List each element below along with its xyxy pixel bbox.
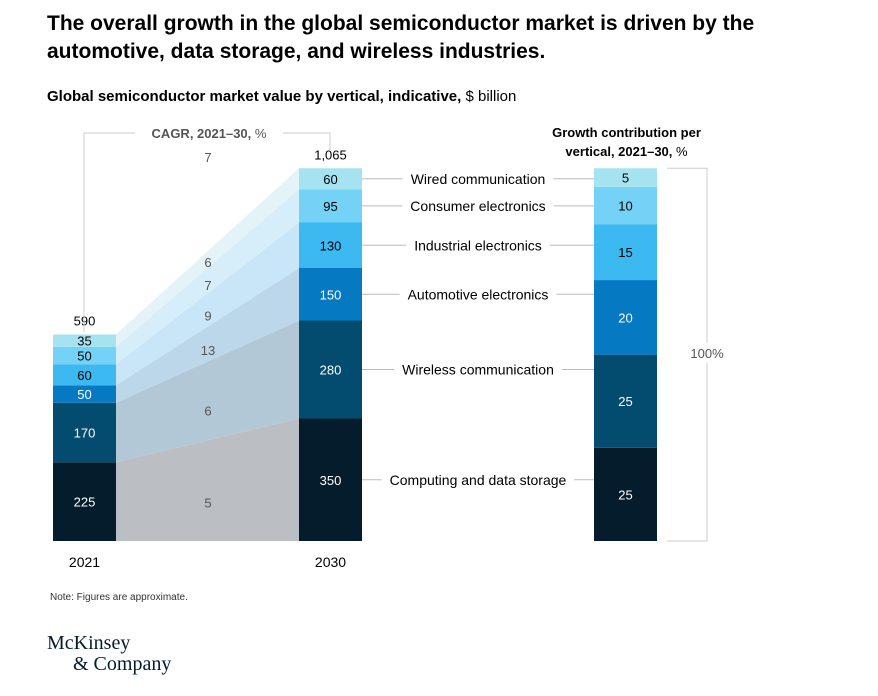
cagr-label-wired-communication: 6 (204, 255, 211, 270)
bar-2021-wired-communication (53, 334, 116, 347)
vertical-label-automotive-electronics: Automotive electronics (408, 286, 549, 302)
value-label-2021-computing-and-data-storage: 225 (74, 495, 96, 510)
subtitle-bold: Global semiconductor market value by ver… (47, 88, 462, 105)
value-label-2030-industrial-electronics: 130 (320, 238, 342, 253)
vertical-label-industrial-electronics: Industrial electronics (414, 237, 542, 253)
vertical-label-computing-and-data-storage: Computing and data storage (390, 472, 567, 488)
bar-2021-wireless-communication (53, 402, 116, 463)
cagr-label-automotive-electronics: 13 (201, 343, 215, 358)
x-label-2021: 2021 (69, 554, 100, 570)
contribution-title-bold: vertical, 2021–30, (565, 144, 676, 159)
x-label-2030: 2030 (315, 554, 346, 570)
value-label-2021-industrial-electronics: 60 (77, 368, 91, 383)
contribution-label-automotive-electronics: 20 (618, 310, 632, 325)
value-label-2021-wired-communication: 35 (77, 334, 91, 349)
contribution-label-consumer-electronics: 10 (618, 199, 632, 214)
growth-area-wireless-communication (116, 320, 299, 463)
value-label-2030-computing-and-data-storage: 350 (320, 473, 342, 488)
bar-2030-consumer-electronics (299, 189, 362, 223)
growth-area-computing-and-data-storage (116, 418, 299, 541)
cagr-label-wireless-communication: 6 (204, 404, 211, 419)
contribution-label-wireless-communication: 25 (618, 394, 632, 409)
value-label-2021-wireless-communication: 170 (74, 426, 96, 441)
bar-2030-wired-communication (299, 168, 362, 190)
bar-2030-wireless-communication (299, 320, 362, 419)
value-label-2030-wireless-communication: 280 (320, 363, 342, 378)
growth-area-industrial-electronics (116, 222, 299, 386)
subtitle-unit: $ billion (465, 88, 517, 105)
contribution-title-line-2: vertical, 2021–30, % (565, 144, 688, 159)
value-label-2030-consumer-electronics: 95 (323, 199, 337, 214)
contribution-bar-computing-and-data-storage (594, 447, 657, 541)
cagr-label-computing-and-data-storage: 5 (204, 496, 211, 511)
cagr-bracket-right (283, 132, 331, 150)
value-label-2021-consumer-electronics: 50 (77, 349, 91, 364)
contribution-title-line-1: Growth contribution per (552, 125, 701, 140)
bar-2030-computing-and-data-storage (299, 418, 362, 541)
growth-area-wired-communication (116, 168, 299, 347)
total-label-2030: 1,065 (314, 147, 347, 162)
contribution-label-computing-and-data-storage: 25 (618, 487, 632, 502)
contribution-bar-wireless-communication (594, 354, 657, 448)
footnote: Note: Figures are approximate. (50, 592, 188, 603)
contribution-title-unit: % (676, 144, 688, 159)
vertical-label-wireless-communication: Wireless communication (402, 362, 554, 378)
contribution-bar-wired-communication (594, 168, 657, 187)
value-label-2021-automotive-electronics: 50 (77, 387, 91, 402)
value-label-2030-automotive-electronics: 150 (320, 287, 342, 302)
cagr-header: CAGR, 2021–30, % (152, 126, 267, 141)
bar-2030-industrial-electronics (299, 222, 362, 268)
contribution-bar-consumer-electronics (594, 186, 657, 225)
vertical-label-consumer-electronics: Consumer electronics (410, 198, 545, 214)
bar-2021-industrial-electronics (53, 364, 116, 386)
contribution-label-industrial-electronics: 15 (618, 245, 632, 260)
vertical-label-wired-communication: Wired communication (411, 171, 546, 187)
contribution-label-wired-communication: 5 (622, 171, 629, 186)
logo-line-2: & Company (73, 653, 172, 675)
cagr-label-industrial-electronics: 9 (204, 309, 211, 324)
growth-area-automotive-electronics (116, 268, 299, 403)
mckinsey-logo: McKinsey & Company (47, 633, 171, 675)
cagr-bracket-left (83, 132, 135, 332)
value-label-2030-wired-communication: 60 (323, 172, 337, 187)
contribution-total-label: 100% (690, 346, 724, 361)
chart-title: The overall growth in the global semicon… (47, 12, 755, 63)
bar-2021-consumer-electronics (53, 346, 116, 365)
cagr-header-bold: CAGR, 2021–30, (152, 126, 255, 141)
cagr-label-consumer-electronics: 7 (204, 278, 211, 293)
contribution-bracket-gap (682, 343, 732, 363)
cagr-label-extra: 7 (204, 150, 211, 165)
bar-2021-computing-and-data-storage (53, 462, 116, 541)
bar-2021-automotive-electronics (53, 385, 116, 403)
growth-area-consumer-electronics (116, 189, 299, 365)
bar-2030-automotive-electronics (299, 268, 362, 321)
logo-line-1: McKinsey (47, 632, 131, 654)
chart-subtitle: Global semiconductor market value by ver… (47, 88, 516, 105)
contribution-bar-automotive-electronics (594, 280, 657, 355)
contribution-bar-industrial-electronics (594, 224, 657, 281)
cagr-header-unit: % (255, 126, 267, 141)
